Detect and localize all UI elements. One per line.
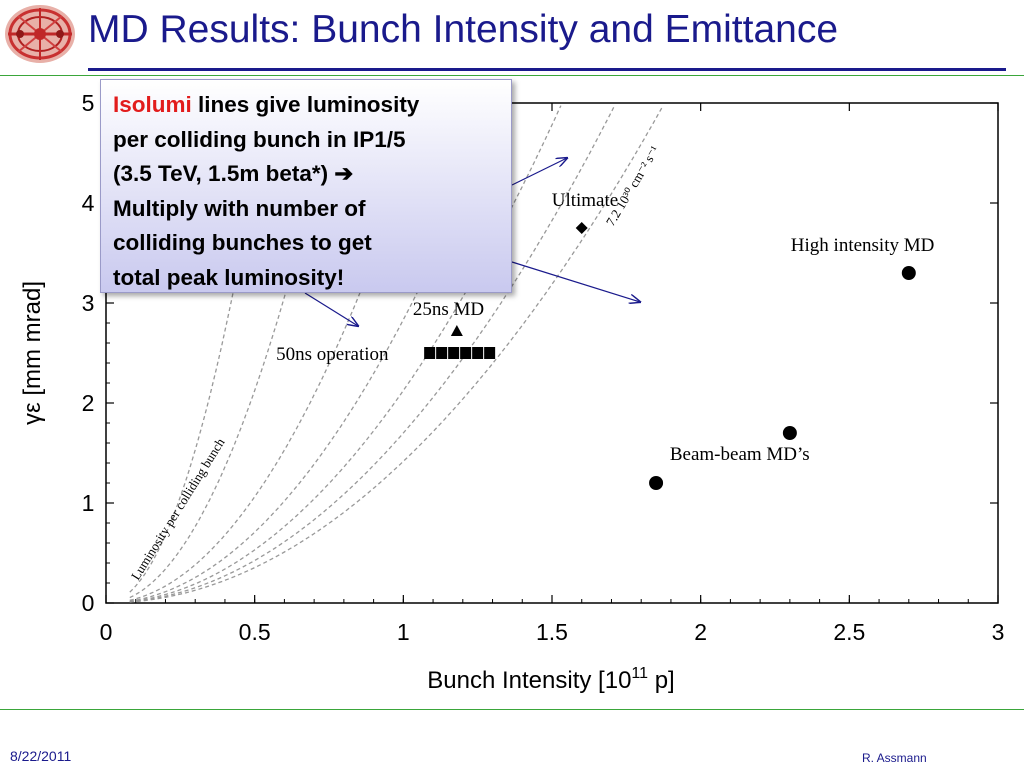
y-tick-label: 0 xyxy=(82,590,95,616)
x-tick-label: 0.5 xyxy=(239,619,271,645)
isolumi-label: 7.2 10³⁰ cm⁻² s⁻¹ xyxy=(603,143,662,229)
point-diamond xyxy=(575,222,588,234)
x-tick-label: 0 xyxy=(100,619,113,645)
y-axis-label: γε [mm mrad] xyxy=(19,281,46,425)
callout-line-1: lines give luminosity xyxy=(191,92,420,117)
point-label: Beam-beam MD’s xyxy=(670,444,810,465)
callout-highlight: Isolumi xyxy=(113,92,192,117)
callout-line-5: colliding bunches to get xyxy=(113,230,372,255)
point-circle xyxy=(901,266,916,280)
footer-date: 8/22/2011 xyxy=(10,748,72,764)
x-tick-label: 2.5 xyxy=(833,619,865,645)
y-tick-label: 3 xyxy=(82,290,95,316)
point-circle xyxy=(649,476,664,490)
point-circle xyxy=(782,426,797,440)
callout-line-4: Multiply with number of xyxy=(113,195,366,221)
footer-author: R. Assmann xyxy=(862,751,927,765)
x-tick-label: 1 xyxy=(397,619,410,645)
operation-square xyxy=(436,347,448,359)
operation-label: 50ns operation xyxy=(276,344,389,365)
isolumi-line xyxy=(129,107,663,603)
point-triangle xyxy=(450,325,463,336)
callout-arrow-right xyxy=(511,261,640,302)
y-tick-label: 1 xyxy=(82,490,95,516)
x-tick-label: 3 xyxy=(992,619,1005,645)
callout-line-2: per colliding bunch in IP1/5 xyxy=(113,126,406,152)
operation-square xyxy=(448,347,460,359)
line-annotation: Luminosity per colliding bunch xyxy=(128,435,228,583)
operation-square xyxy=(472,347,484,359)
isolumi-line xyxy=(129,111,333,599)
x-tick-label: 1.5 xyxy=(536,619,568,645)
header-divider xyxy=(0,75,1024,76)
operation-square xyxy=(424,347,436,359)
y-tick-label: 5 xyxy=(82,90,95,116)
footer-divider xyxy=(0,709,1024,710)
y-tick-label: 2 xyxy=(82,390,95,416)
isolumi-callout: Isolumi lines give luminosity per collid… xyxy=(100,79,512,293)
y-tick-label: 4 xyxy=(82,190,95,216)
x-axis-label: Bunch Intensity [1011 p] xyxy=(427,665,674,694)
x-tick-label: 2 xyxy=(694,619,707,645)
arrow-right-icon: ➔ xyxy=(334,161,354,186)
callout-line-6: total peak luminosity! xyxy=(113,264,345,290)
page-title: MD Results: Bunch Intensity and Emittanc… xyxy=(88,8,839,51)
point-label: 25ns MD xyxy=(413,299,484,320)
title-underline xyxy=(88,68,1006,71)
callout-line-3: (3.5 TeV, 1.5m beta*) xyxy=(113,161,329,186)
operation-square xyxy=(460,347,472,359)
operation-square xyxy=(484,347,496,359)
point-label: Ultimate xyxy=(552,190,618,211)
isolumi-line xyxy=(129,107,268,593)
isolumi-line xyxy=(129,105,615,603)
lhc-ring-logo-icon xyxy=(5,5,75,63)
point-label: High intensity MD xyxy=(791,235,935,256)
data-marks: Ultimate High intensity MD 25ns MD Beam-bea… xyxy=(276,190,934,490)
chart-canvas: 0.6 10³⁰ cm⁻² s⁻¹1.2 10³⁰ cm⁻² s⁻¹2.4 10… xyxy=(19,90,1005,694)
isolumi-line xyxy=(129,109,500,602)
callout-arrow-up xyxy=(511,158,567,186)
callout-arrow-down xyxy=(304,292,358,326)
